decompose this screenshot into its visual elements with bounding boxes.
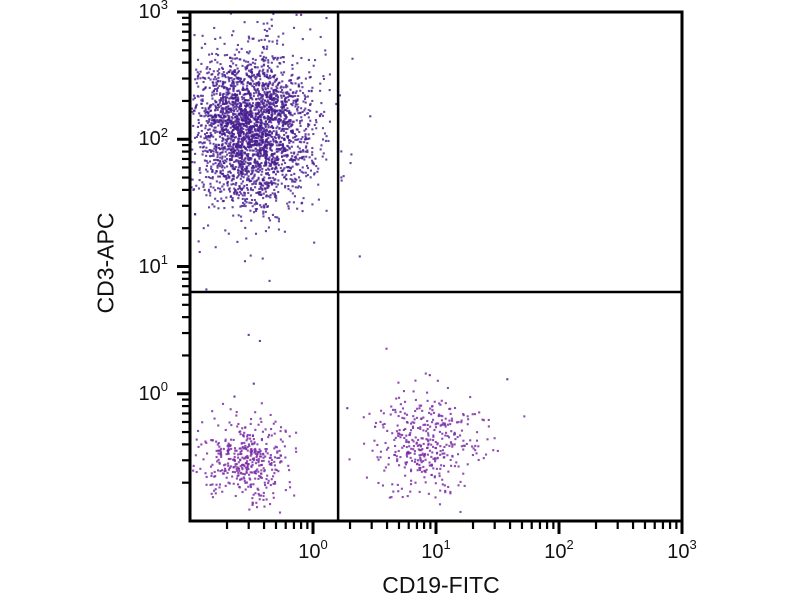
x-axis-title: CD19-FITC [382, 572, 500, 598]
y-tick-label-10e3: 103 [138, 0, 168, 23]
x-tick-label-10e2: 102 [544, 537, 574, 563]
y-tick-label-10e2: 102 [138, 124, 168, 151]
x-tick-label-10e3: 103 [667, 537, 697, 563]
x-tick-label-10e1: 101 [421, 537, 451, 563]
x-tick-label-10e0: 100 [298, 537, 328, 563]
y-tick-label-10e1: 101 [138, 251, 168, 278]
y-tick-label-10e0: 100 [138, 379, 168, 405]
y-axis-title: CD3-APC [92, 212, 119, 314]
